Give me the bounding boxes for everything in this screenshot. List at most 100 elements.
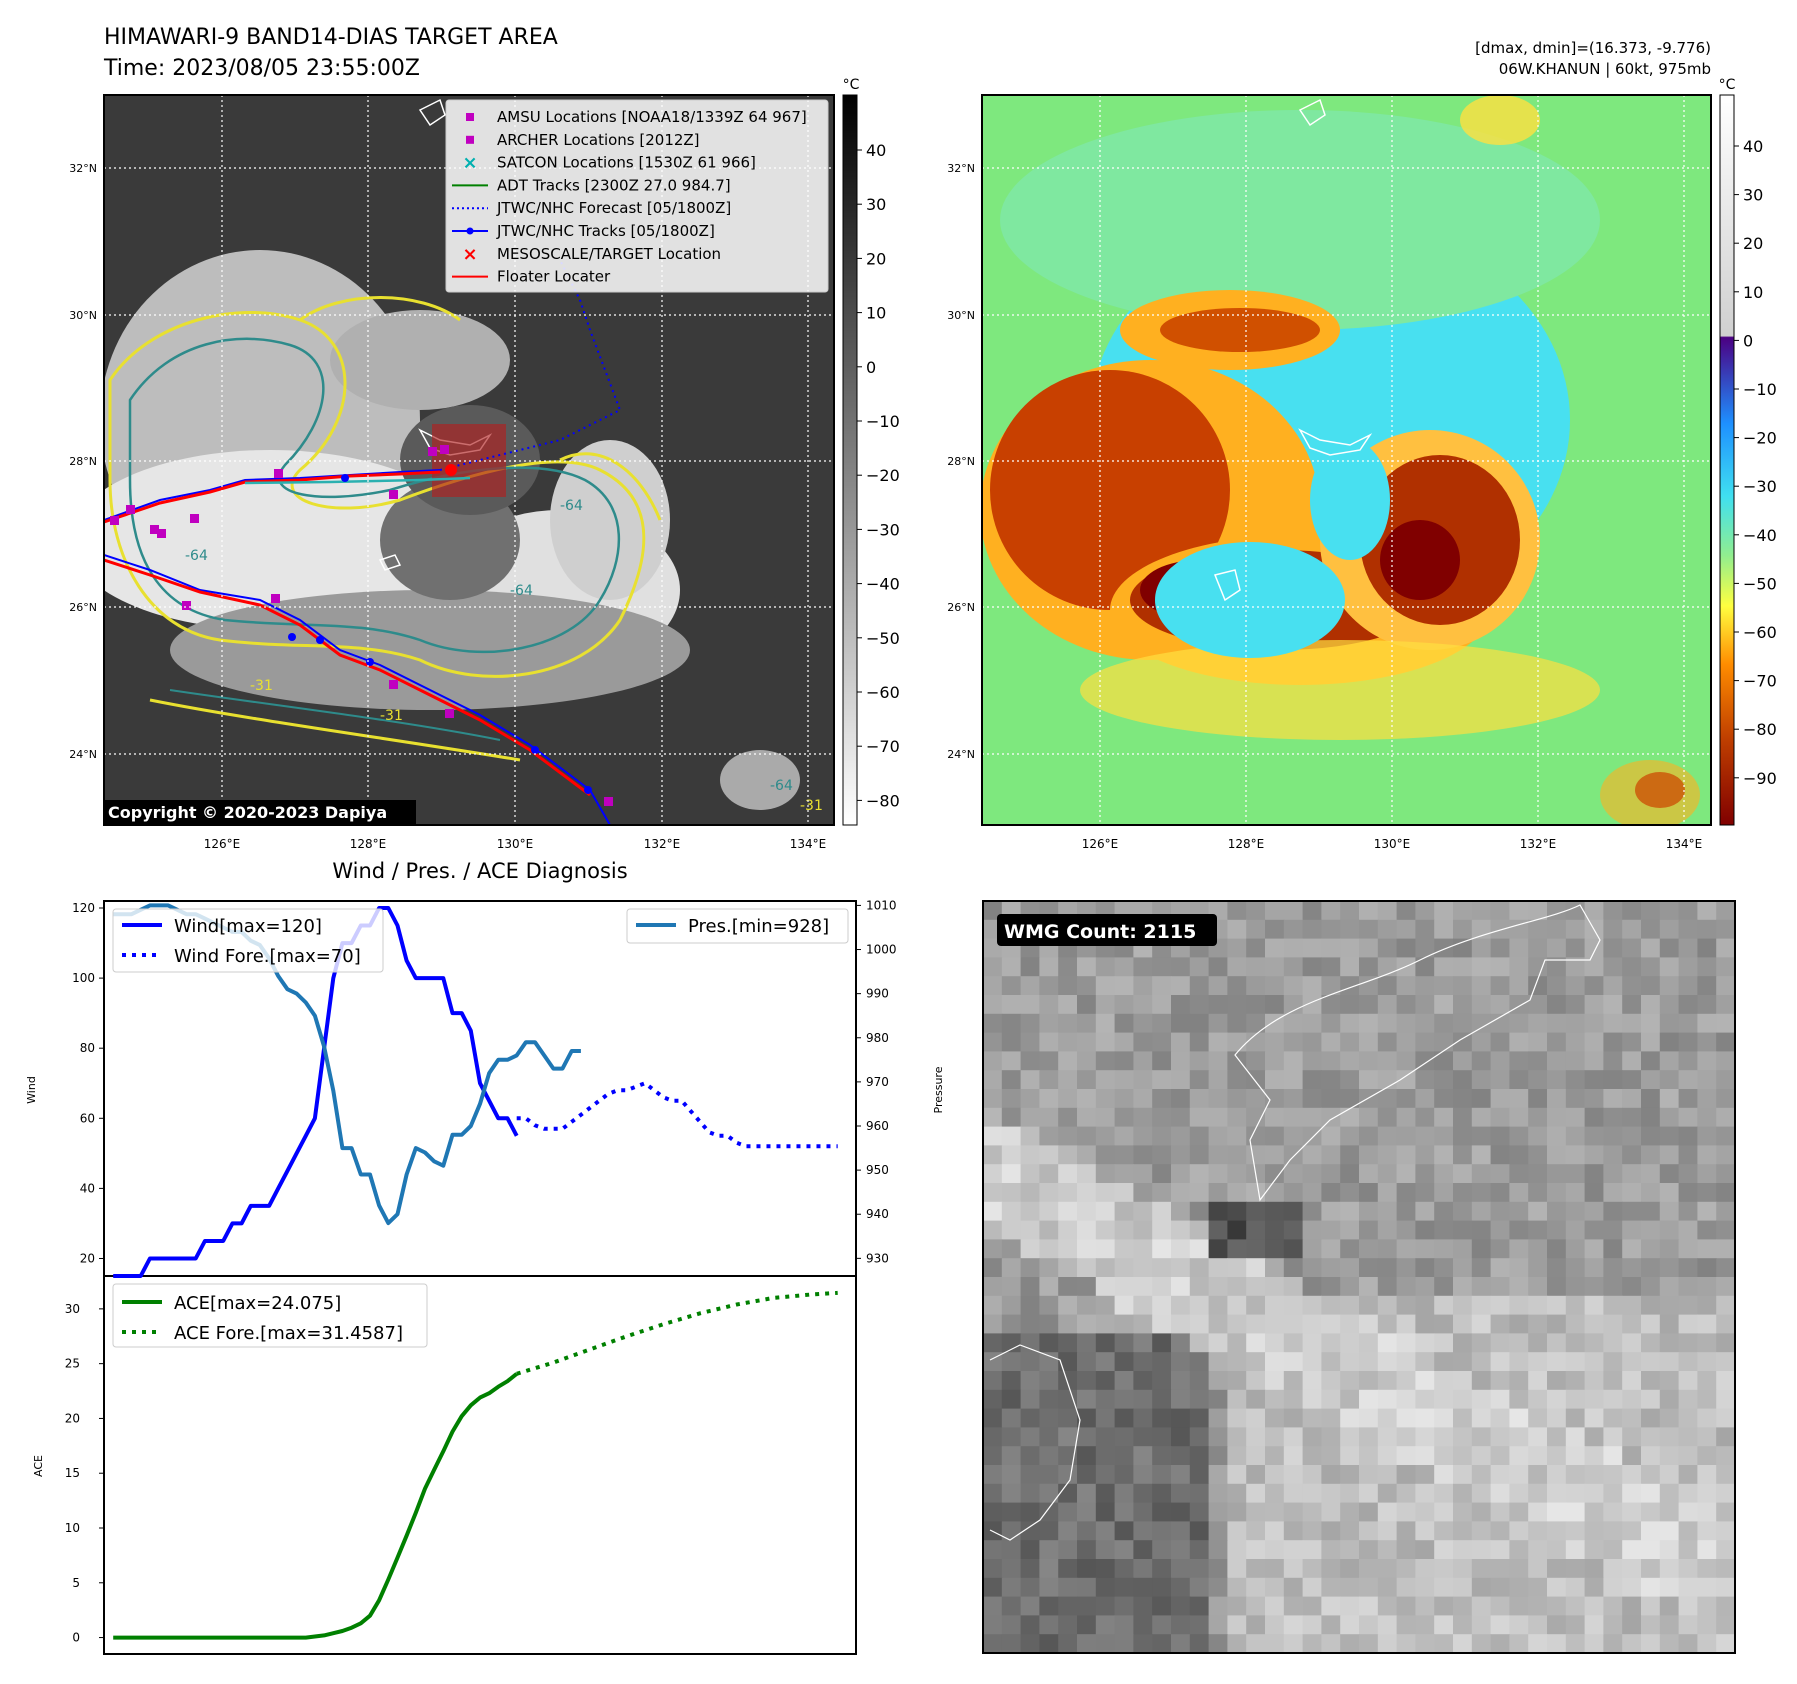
wmg-pixel <box>1058 1427 1078 1447</box>
wmg-pixel <box>1584 1333 1604 1353</box>
wmg-pixel <box>1302 1164 1322 1184</box>
wmg-pixel <box>1716 1239 1735 1259</box>
wmg-pixel <box>1001 1258 1022 1278</box>
wmg-pixel <box>1434 1126 1454 1146</box>
wmg-pixel <box>1020 1201 1040 1222</box>
wmg-pixel <box>1208 1314 1228 1334</box>
wmg-pixel <box>1377 1596 1398 1616</box>
wmg-pixel <box>1528 901 1548 921</box>
wmg-pixel <box>1133 1521 1153 1541</box>
wmg-pixel <box>1283 1371 1304 1391</box>
wmg-pixel <box>1565 1615 1586 1635</box>
wmg-pixel <box>1095 1070 1116 1090</box>
wmg-pixel <box>1415 1183 1435 1203</box>
wmg-pixel <box>1133 1013 1153 1034</box>
wmg-pixel <box>1077 1502 1097 1522</box>
wmg-pixel <box>1246 1145 1266 1165</box>
wmg-pixel <box>1246 957 1266 977</box>
wmg-pixel <box>1434 1314 1454 1334</box>
wmg-pixel <box>1490 1559 1510 1579</box>
wmg-pixel <box>1490 976 1510 996</box>
wmg-pixel <box>1584 1540 1604 1560</box>
wmg-pixel <box>1697 1352 1717 1372</box>
wmg-pixel <box>1603 1051 1623 1071</box>
wmg-pixel <box>1001 1107 1022 1128</box>
wmg-pixel <box>1415 1258 1435 1278</box>
wmg-pixel <box>1603 1145 1623 1165</box>
wmg-pixel <box>1434 1239 1454 1259</box>
wmg-pixel <box>1302 1446 1322 1466</box>
wmg-pixel <box>1359 1089 1379 1109</box>
wmg-pixel <box>1171 976 1191 996</box>
contour-label: -31 <box>800 798 823 814</box>
wmg-pixel <box>1020 1032 1040 1052</box>
wmg-pixel <box>1133 1164 1153 1184</box>
wmg-pixel <box>1584 1502 1604 1522</box>
wmg-pixel <box>1283 1239 1304 1259</box>
wmg-pixel <box>1697 1201 1717 1222</box>
series-line-0 <box>113 906 519 1278</box>
wmg-pixel <box>1171 1371 1191 1391</box>
ir-lat-ticks: 32°N30°N28°N26°N24°N <box>69 162 97 761</box>
wmg-pixel <box>1547 1013 1567 1034</box>
wmg-pixel <box>1641 1295 1661 1316</box>
wmg-pixel <box>1678 1201 1698 1222</box>
wmg-pixel <box>1377 1465 1398 1485</box>
wmg-pixel <box>1039 1389 1059 1410</box>
wmg-pixel <box>1283 1183 1304 1203</box>
wmg-pixel <box>1001 1427 1022 1447</box>
wmg-pixel <box>1603 1521 1623 1541</box>
wmg-pixel <box>1208 1521 1228 1541</box>
wmg-pixel <box>1039 1559 1059 1579</box>
wmg-pixel <box>1528 1446 1548 1466</box>
wmg-pixel <box>1622 1446 1642 1466</box>
wmg-pixel <box>1265 1540 1285 1560</box>
wmg-pixel <box>1659 938 1680 958</box>
wmg-pixel <box>1133 1408 1153 1428</box>
wmg-pixel <box>1246 1540 1266 1560</box>
wmg-pixel <box>1377 1540 1398 1560</box>
wmg-pixel <box>1678 1615 1698 1635</box>
wmg-pixel <box>1697 957 1717 977</box>
wmg-pixel <box>1697 1371 1717 1391</box>
wmg-pixel <box>1415 1502 1435 1522</box>
colorbar-tick-label: −30 <box>866 520 900 539</box>
wmg-pixel <box>1265 976 1285 996</box>
wmg-pixel <box>1641 1089 1661 1109</box>
wmg-pixel <box>1095 1446 1116 1466</box>
wmg-pixel <box>1622 1089 1642 1109</box>
wmg-pixel <box>1020 1295 1040 1316</box>
wmg-pixel <box>1603 1540 1623 1560</box>
colorbar-tick-label: 40 <box>1743 137 1763 156</box>
wmg-pixel <box>1396 1051 1416 1071</box>
wmg-pixel <box>1321 1051 1341 1071</box>
wmg-pixel <box>1396 1107 1416 1128</box>
wmg-pixel <box>1678 1371 1698 1391</box>
wmg-pixel <box>1641 1145 1661 1165</box>
wmg-pixel <box>1622 1333 1642 1353</box>
wmg-pixel <box>1584 1577 1604 1598</box>
wmg-pixel <box>1189 1201 1210 1222</box>
wmg-pixel <box>1359 1295 1379 1316</box>
wmg-pixel <box>1265 1183 1285 1203</box>
contour-label: -31 <box>250 678 273 694</box>
wmg-pixel <box>1058 1107 1078 1128</box>
wmg-pixel <box>1227 1258 1247 1278</box>
wmg-pixel <box>1020 1126 1040 1146</box>
wmg-pixel <box>1471 1389 1492 1410</box>
wmg-pixel <box>1189 1389 1210 1410</box>
wmg-pixel <box>1641 1126 1661 1146</box>
wmg-pixel <box>1340 1164 1360 1184</box>
wmg-pixel <box>1622 1314 1642 1334</box>
wmg-pixel <box>1058 1559 1078 1579</box>
wmg-pixel <box>983 1427 1003 1447</box>
lon-tick-label: 134°E <box>790 837 827 851</box>
wmg-pixel <box>1114 1483 1134 1504</box>
wmg-pixel <box>1152 1295 1172 1316</box>
wmg-pixel <box>1077 1239 1097 1259</box>
lat-tick-label: 32°N <box>69 162 97 175</box>
wmg-pixel <box>1528 1559 1548 1579</box>
wmg-pixel <box>1001 1089 1022 1109</box>
wmg-pixel <box>1152 1634 1172 1653</box>
